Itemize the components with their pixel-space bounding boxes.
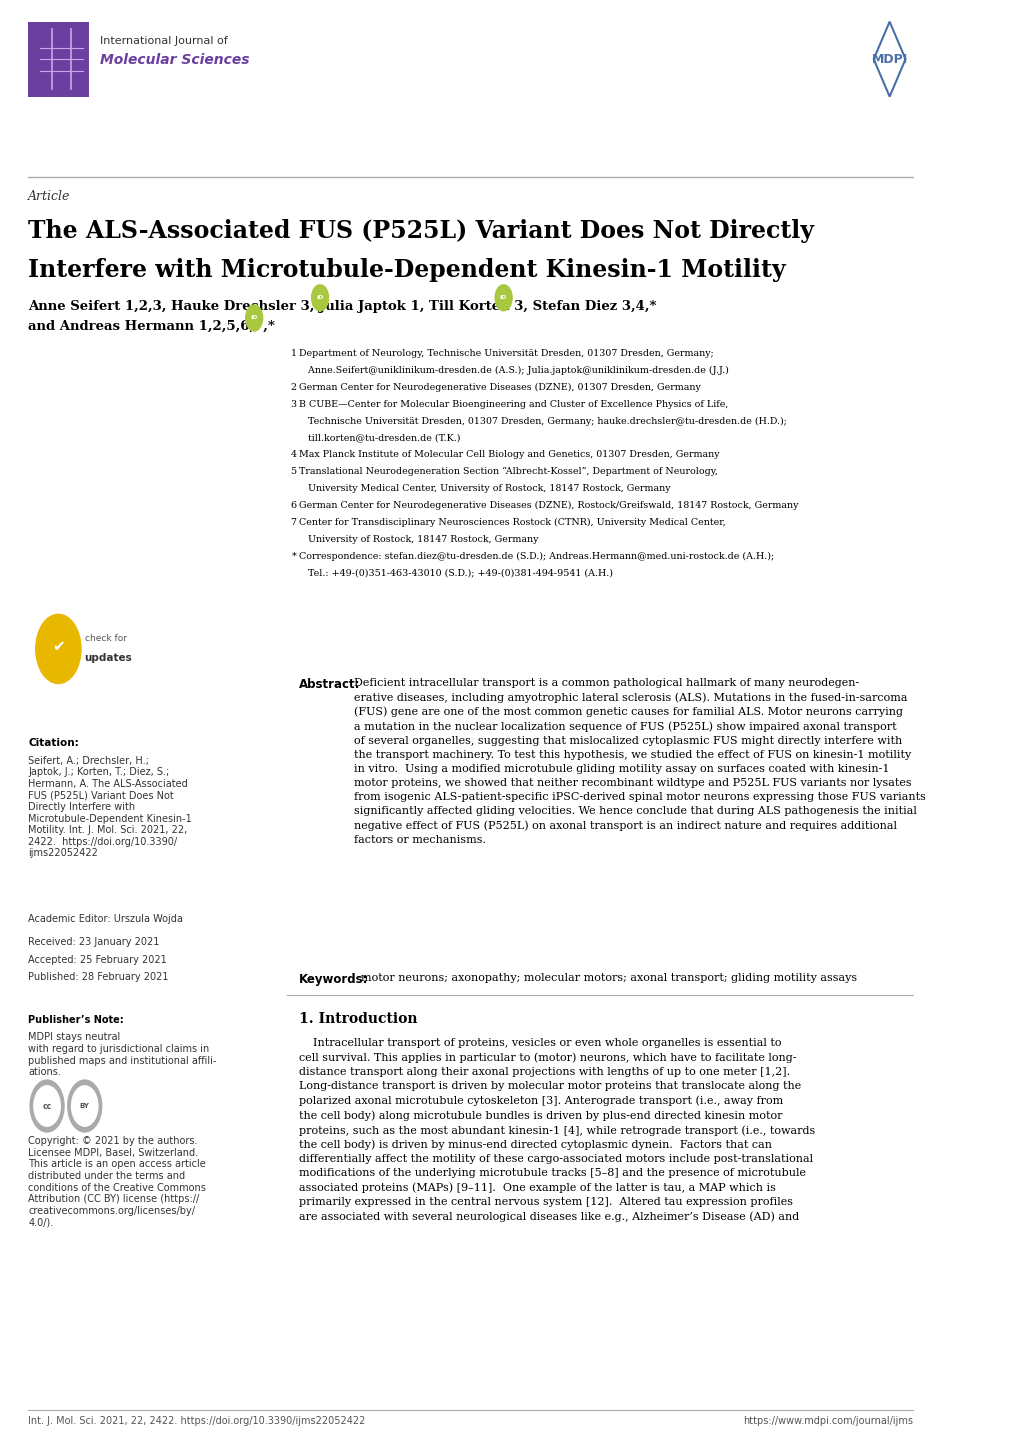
Text: till.korten@tu-dresden.de (T.K.): till.korten@tu-dresden.de (T.K.)	[299, 433, 461, 443]
Text: MDPI stays neutral
with regard to jurisdictional claims in
published maps and in: MDPI stays neutral with regard to jurisd…	[29, 1032, 216, 1077]
Text: 1: 1	[290, 349, 297, 358]
Text: https://www.mdpi.com/journal/ijms: https://www.mdpi.com/journal/ijms	[743, 1416, 912, 1426]
Text: Abstract:: Abstract:	[299, 678, 361, 691]
Text: Accepted: 25 February 2021: Accepted: 25 February 2021	[29, 955, 167, 965]
Text: Center for Transdisciplinary Neurosciences Rostock (CTNR), University Medical Ce: Center for Transdisciplinary Neuroscienc…	[299, 518, 726, 526]
Text: Tel.: +49-(0)351-463-43010 (S.D.); +49-(0)381-494-9541 (A.H.): Tel.: +49-(0)351-463-43010 (S.D.); +49-(…	[299, 568, 612, 577]
FancyBboxPatch shape	[29, 22, 90, 97]
Text: 7: 7	[290, 518, 297, 526]
Text: 6: 6	[290, 500, 297, 510]
Text: Seifert, A.; Drechsler, H.;
Japtok, J.; Korten, T.; Diez, S.;
Hermann, A. The AL: Seifert, A.; Drechsler, H.; Japtok, J.; …	[29, 756, 192, 858]
Text: Correspondence: stefan.diez@tu-dresden.de (S.D.); Andreas.Hermann@med.uni-rostoc: Correspondence: stefan.diez@tu-dresden.d…	[299, 551, 773, 561]
Circle shape	[494, 284, 512, 310]
Circle shape	[67, 1080, 102, 1132]
Text: iD: iD	[499, 296, 506, 300]
Text: iD: iD	[251, 316, 258, 320]
Text: updates: updates	[85, 653, 132, 663]
Circle shape	[34, 1086, 60, 1126]
Text: Interfere with Microtubule-Dependent Kinesin-1 Motility: Interfere with Microtubule-Dependent Kin…	[29, 258, 785, 283]
Text: German Center for Neurodegenerative Diseases (DZNE), 01307 Dresden, Germany: German Center for Neurodegenerative Dise…	[299, 382, 700, 392]
Text: Molecular Sciences: Molecular Sciences	[100, 53, 249, 68]
Text: Max Planck Institute of Molecular Cell Biology and Genetics, 01307 Dresden, Germ: Max Planck Institute of Molecular Cell B…	[299, 450, 719, 459]
Text: Anne Seifert 1,2,3, Hauke Drechsler 3, Julia Japtok 1, Till Korten 3, Stefan Die: Anne Seifert 1,2,3, Hauke Drechsler 3, J…	[29, 300, 656, 313]
Text: Intracellular transport of proteins, vesicles or even whole organelles is essent: Intracellular transport of proteins, ves…	[299, 1038, 815, 1223]
Text: Translational Neurodegeneration Section “Albrecht-Kossel”, Department of Neurolo: Translational Neurodegeneration Section …	[299, 467, 717, 476]
Text: cc: cc	[43, 1102, 52, 1110]
Text: Technische Universität Dresden, 01307 Dresden, Germany; hauke.drechsler@tu-dresd: Technische Universität Dresden, 01307 Dr…	[299, 417, 787, 425]
Text: ✔: ✔	[52, 639, 64, 653]
Text: Deficient intracellular transport is a common pathological hallmark of many neur: Deficient intracellular transport is a c…	[354, 678, 925, 845]
Text: University Medical Center, University of Rostock, 18147 Rostock, Germany: University Medical Center, University of…	[299, 485, 671, 493]
Text: and Andreas Hermann 1,2,5,6,7,*: and Andreas Hermann 1,2,5,6,7,*	[29, 320, 275, 333]
Text: Publisher’s Note:: Publisher’s Note:	[29, 1015, 124, 1025]
Circle shape	[71, 1086, 98, 1126]
Text: 1. Introduction: 1. Introduction	[299, 1012, 418, 1027]
Text: Department of Neurology, Technische Universität Dresden, 01307 Dresden, Germany;: Department of Neurology, Technische Univ…	[299, 349, 713, 358]
Text: Anne.Seifert@uniklinikum-dresden.de (A.S.); Julia.japtok@uniklinikum-dresden.de : Anne.Seifert@uniklinikum-dresden.de (A.S…	[299, 366, 729, 375]
Text: University of Rostock, 18147 Rostock, Germany: University of Rostock, 18147 Rostock, Ge…	[299, 535, 538, 544]
Circle shape	[36, 614, 81, 684]
Text: BY: BY	[79, 1103, 90, 1109]
Text: Copyright: © 2021 by the authors.
Licensee MDPI, Basel, Switzerland.
This articl: Copyright: © 2021 by the authors. Licens…	[29, 1136, 206, 1227]
Circle shape	[311, 284, 328, 310]
Text: B CUBE—Center for Molecular Bioengineering and Cluster of Excellence Physics of : B CUBE—Center for Molecular Bioengineeri…	[299, 399, 728, 408]
Text: 4: 4	[290, 450, 297, 459]
Text: The ALS-Associated FUS (P525L) Variant Does Not Directly: The ALS-Associated FUS (P525L) Variant D…	[29, 219, 813, 244]
Circle shape	[246, 304, 262, 332]
Text: International Journal of: International Journal of	[100, 36, 227, 46]
Text: Article: Article	[29, 190, 70, 203]
Text: MDPI: MDPI	[870, 52, 907, 66]
Text: Academic Editor: Urszula Wojda: Academic Editor: Urszula Wojda	[29, 914, 183, 924]
Text: German Center for Neurodegenerative Diseases (DZNE), Rostock/Greifswald, 18147 R: German Center for Neurodegenerative Dise…	[299, 500, 798, 510]
Text: Published: 28 February 2021: Published: 28 February 2021	[29, 972, 168, 982]
Text: Received: 23 January 2021: Received: 23 January 2021	[29, 937, 159, 947]
Circle shape	[31, 1080, 64, 1132]
Text: check for: check for	[85, 634, 126, 643]
Text: Keywords:: Keywords:	[299, 973, 369, 986]
Text: iD: iD	[316, 296, 323, 300]
Text: 5: 5	[290, 467, 297, 476]
Text: Citation:: Citation:	[29, 738, 78, 748]
Text: 3: 3	[290, 399, 297, 408]
Text: 2: 2	[290, 382, 297, 392]
Text: *: *	[291, 551, 297, 561]
Text: motor neurons; axonopathy; molecular motors; axonal transport; gliding motility : motor neurons; axonopathy; molecular mot…	[360, 973, 856, 983]
Text: Int. J. Mol. Sci. 2021, 22, 2422. https://doi.org/10.3390/ijms22052422: Int. J. Mol. Sci. 2021, 22, 2422. https:…	[29, 1416, 365, 1426]
